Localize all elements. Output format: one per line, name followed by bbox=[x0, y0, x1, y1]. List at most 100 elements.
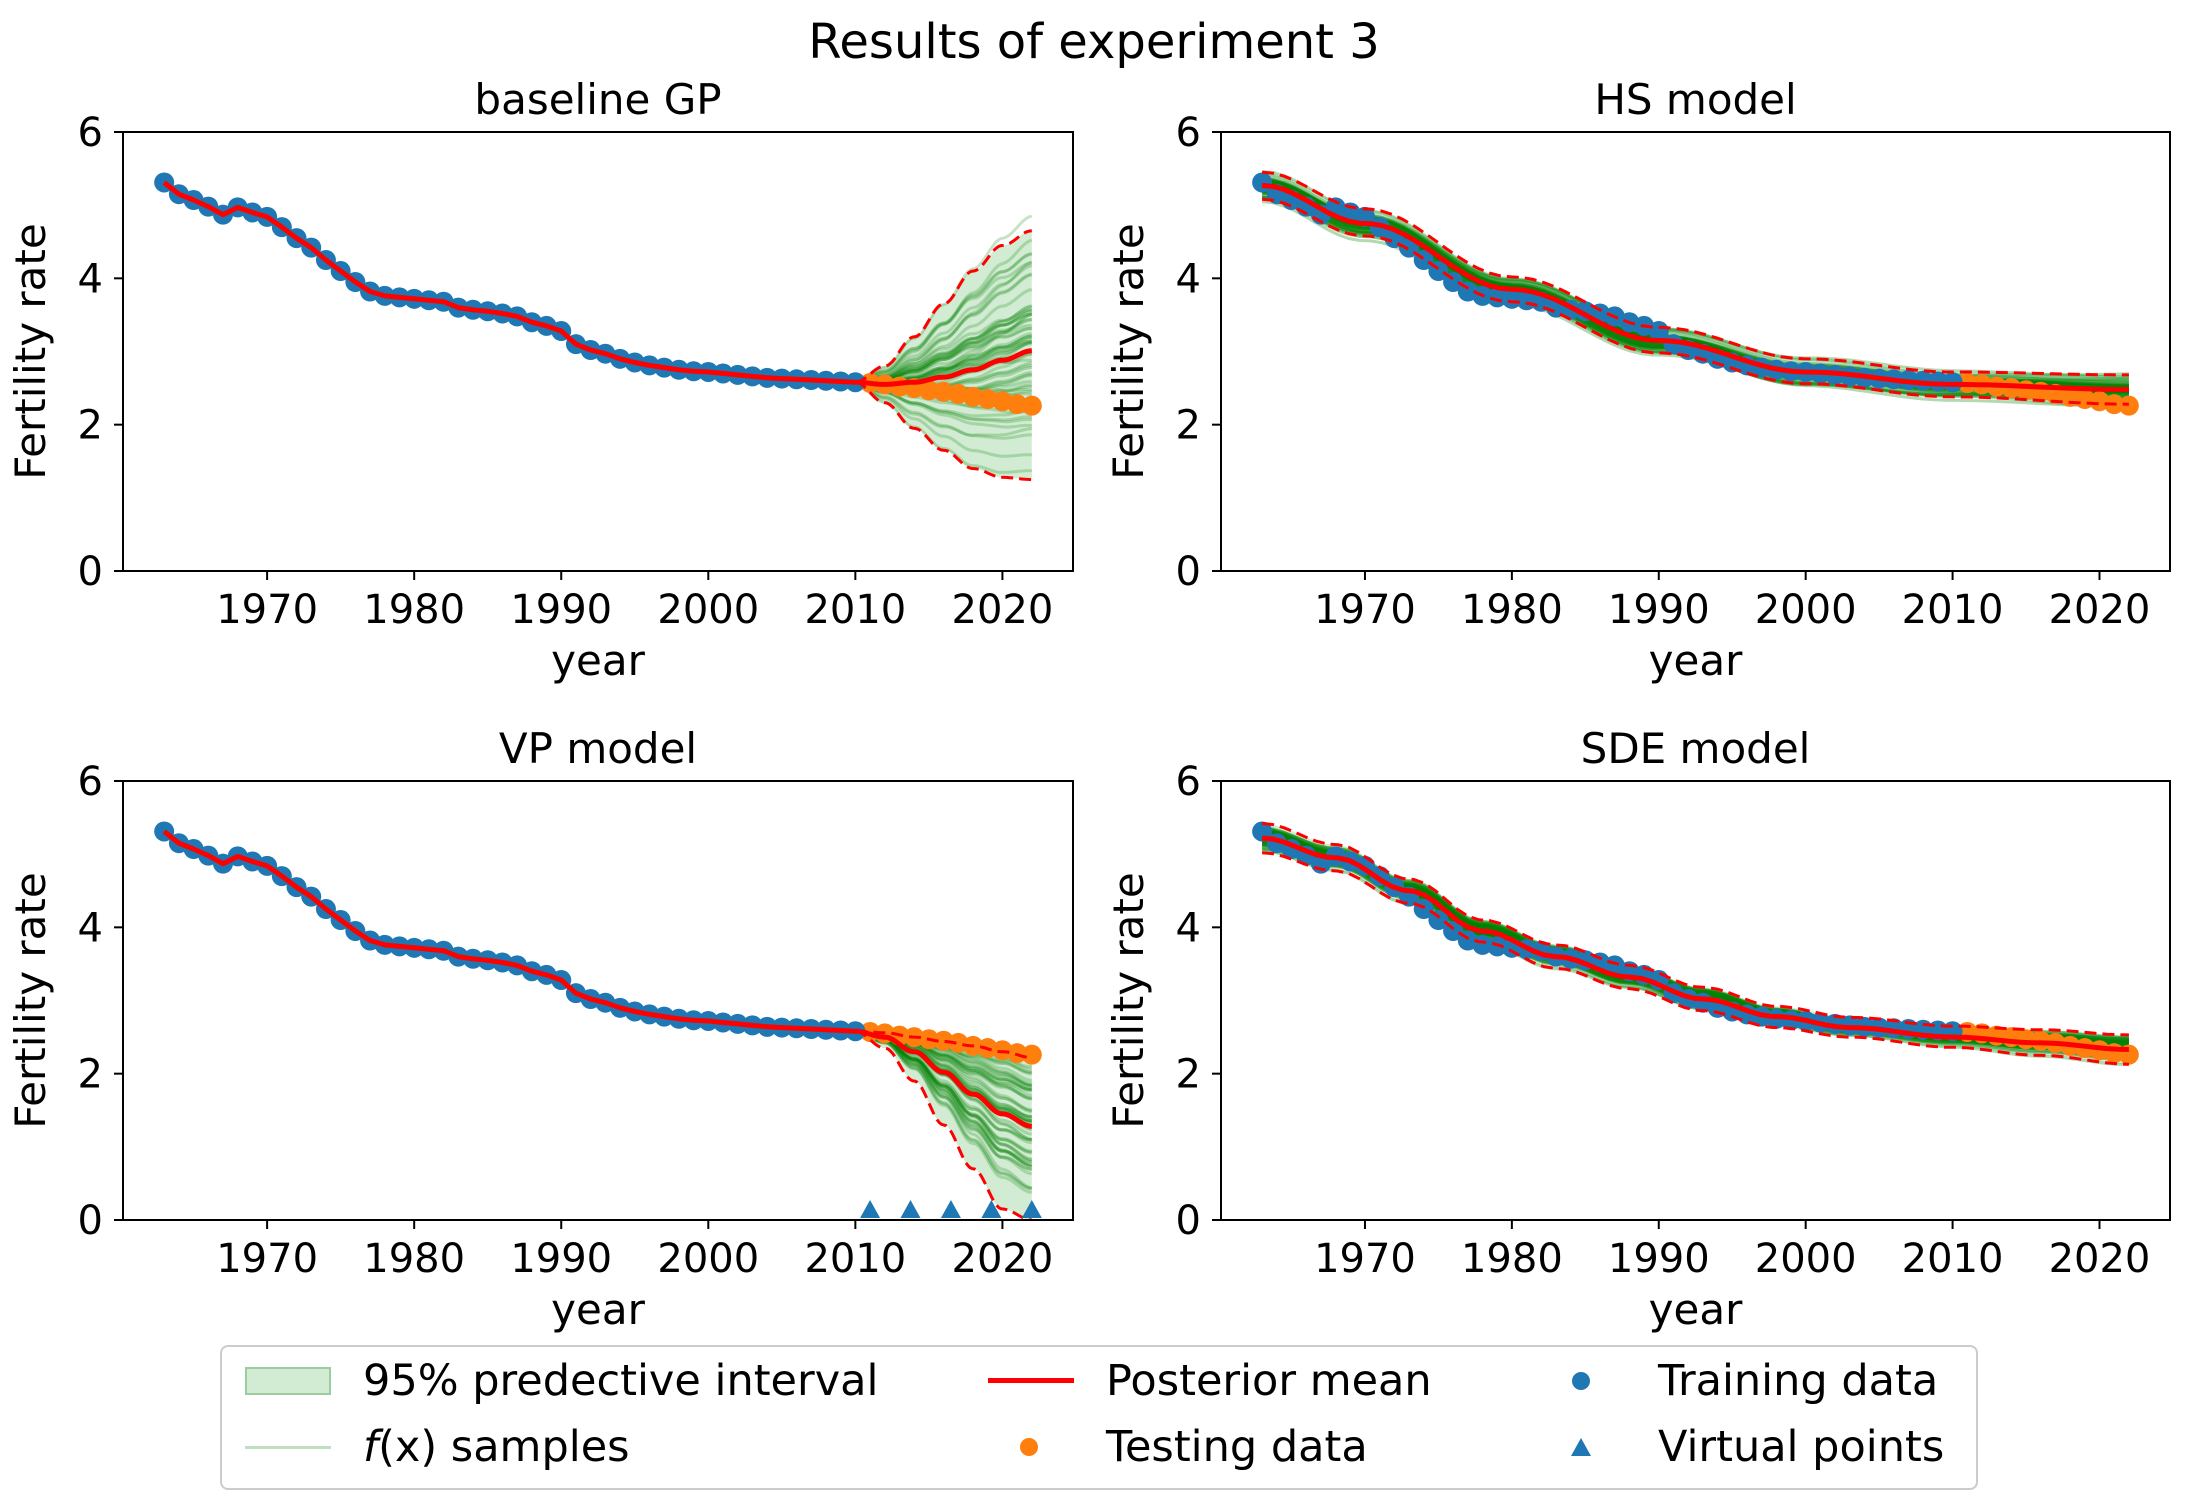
fx-sample-line bbox=[1261, 835, 2129, 1045]
legend-samples-suffix: samples bbox=[437, 1422, 630, 1472]
fx-sample-line bbox=[1261, 834, 2129, 1053]
fx-sample-line bbox=[1261, 181, 2129, 395]
x-tick-label: 2010 bbox=[1902, 587, 2004, 633]
y-tick-label: 0 bbox=[78, 549, 103, 595]
fx-sample-line bbox=[1261, 838, 2129, 1052]
predictive-interval-band bbox=[1262, 172, 2129, 405]
fx-sample-line bbox=[1261, 836, 2129, 1055]
interval-upper-line bbox=[1261, 170, 2129, 377]
predictive-interval-band bbox=[855, 230, 1032, 480]
legend-label-training: Training data bbox=[1658, 1356, 1939, 1406]
x-tick-label: 1990 bbox=[510, 1236, 612, 1282]
interval-lower-line bbox=[1261, 851, 2129, 1066]
subplot-4: 1970 1980 1990 2000 2010 2020 0 2 4 6 SDE model yea… bbox=[1104, 724, 2171, 1334]
x-tick-label: 2000 bbox=[1755, 1236, 1857, 1282]
fx-sample-line bbox=[855, 380, 1032, 440]
virtual-point bbox=[940, 1200, 961, 1218]
legend-samples-arg: (x) bbox=[378, 1422, 438, 1472]
y-axis-label: Fertility rate bbox=[1104, 223, 1153, 479]
interval-lower-line bbox=[855, 380, 1032, 481]
axes-frame bbox=[122, 780, 1074, 1221]
y-tick-label: 2 bbox=[78, 403, 103, 449]
plot-area bbox=[1252, 170, 2139, 416]
fx-sample-line bbox=[1262, 833, 2129, 1044]
fx-sample-line bbox=[1261, 837, 2129, 1049]
legend: 95% predective interval f(x) samples Pos… bbox=[220, 1345, 1978, 1490]
testing-data-point bbox=[1007, 394, 1028, 415]
testing-dot-icon bbox=[980, 1427, 1078, 1467]
interval-lower-line bbox=[855, 1029, 1032, 1220]
x-tick-label: 1980 bbox=[1461, 1236, 1563, 1282]
legend-item-virtual: Virtual points bbox=[1532, 1422, 1944, 1472]
x-tick-label: 1970 bbox=[1314, 587, 1416, 633]
fx-sample-line bbox=[1262, 838, 2129, 1049]
fx-sample-line bbox=[1261, 833, 2129, 1047]
x-tick-label: 1990 bbox=[1608, 1236, 1710, 1282]
fx-sample-line bbox=[1261, 830, 2129, 1044]
x-tick-label: 2000 bbox=[1755, 587, 1857, 633]
x-tick-label: 2010 bbox=[804, 1236, 906, 1282]
axes-frame bbox=[1220, 780, 2171, 1221]
x-tick-label: 1980 bbox=[363, 1236, 465, 1282]
x-axis-label: year bbox=[1649, 1285, 1743, 1334]
testing-data-point bbox=[933, 381, 954, 402]
interval-upper-line bbox=[855, 229, 1032, 384]
interval-swatch-icon bbox=[237, 1361, 335, 1401]
plot-area bbox=[154, 172, 1042, 481]
x-tick-label: 1980 bbox=[363, 587, 465, 633]
x-tick-label: 1970 bbox=[216, 587, 318, 633]
x-tick-label: 2020 bbox=[952, 587, 1054, 633]
y-axis-label: Fertility rate bbox=[6, 223, 55, 479]
figure-title: Results of experiment 3 bbox=[808, 14, 1380, 70]
x-tick-label: 1970 bbox=[1314, 1236, 1416, 1282]
x-tick-label: 1990 bbox=[510, 587, 612, 633]
y-tick-label: 2 bbox=[1176, 403, 1201, 449]
fx-sample-line bbox=[1261, 830, 2129, 1045]
y-tick-label: 6 bbox=[1176, 759, 1201, 805]
training-data-point bbox=[1487, 936, 1508, 957]
legend-samples-func: f bbox=[363, 1422, 379, 1472]
fx-sample-line bbox=[1261, 840, 2129, 1051]
fx-sample-line bbox=[1261, 826, 2129, 1051]
virtual-point bbox=[900, 1200, 921, 1218]
plot-area bbox=[1252, 821, 2139, 1066]
subplot-2: 1970 1980 1990 2000 2010 2020 0 2 4 6 HS model year… bbox=[1104, 75, 2171, 685]
plot-area bbox=[154, 821, 1042, 1220]
fx-sample-line bbox=[1261, 829, 2129, 1045]
y-tick-label: 4 bbox=[78, 256, 103, 302]
fx-sample-line bbox=[1261, 833, 2129, 1050]
virtual-triangle-icon bbox=[1532, 1427, 1630, 1467]
subplot-title: VP model bbox=[499, 724, 697, 773]
fx-sample-line bbox=[1261, 838, 2129, 1057]
legend-item-mean: Posterior mean bbox=[980, 1356, 1432, 1406]
fx-sample-line bbox=[855, 214, 1033, 384]
fx-sample-line bbox=[1261, 840, 2129, 1055]
x-tick-label: 2020 bbox=[2049, 1236, 2151, 1282]
fx-sample-line bbox=[1261, 833, 2129, 1053]
testing-data-point bbox=[1021, 1044, 1042, 1065]
predictive-interval-band bbox=[855, 1031, 1032, 1220]
fx-sample-line bbox=[1261, 835, 2129, 1048]
legend-item-samples: f(x) samples bbox=[237, 1422, 630, 1472]
virtual-point bbox=[1021, 1200, 1042, 1218]
x-tick-label: 2020 bbox=[2049, 587, 2151, 633]
y-tick-label: 0 bbox=[1176, 549, 1201, 595]
axes-frame bbox=[1220, 131, 2171, 572]
legend-label-interval: 95% predective interval bbox=[363, 1356, 879, 1406]
fx-sample-line bbox=[1261, 840, 2129, 1053]
x-tick-label: 2000 bbox=[657, 587, 759, 633]
y-tick-label: 0 bbox=[78, 1198, 103, 1244]
posterior-mean-line bbox=[1261, 835, 2129, 1052]
virtual-point bbox=[860, 1200, 881, 1218]
subplot-title: HS model bbox=[1594, 75, 1796, 124]
training-dot-icon bbox=[1532, 1361, 1630, 1401]
fx-sample-line bbox=[855, 251, 1033, 384]
legend-label-virtual: Virtual points bbox=[1658, 1422, 1945, 1472]
x-tick-label: 1970 bbox=[216, 1236, 318, 1282]
y-tick-label: 2 bbox=[78, 1052, 103, 1098]
y-axis-label: Fertility rate bbox=[1104, 872, 1153, 1128]
fx-sample-line bbox=[855, 252, 1033, 384]
legend-label-testing: Testing data bbox=[1106, 1422, 1368, 1472]
testing-data-point bbox=[933, 1030, 954, 1051]
